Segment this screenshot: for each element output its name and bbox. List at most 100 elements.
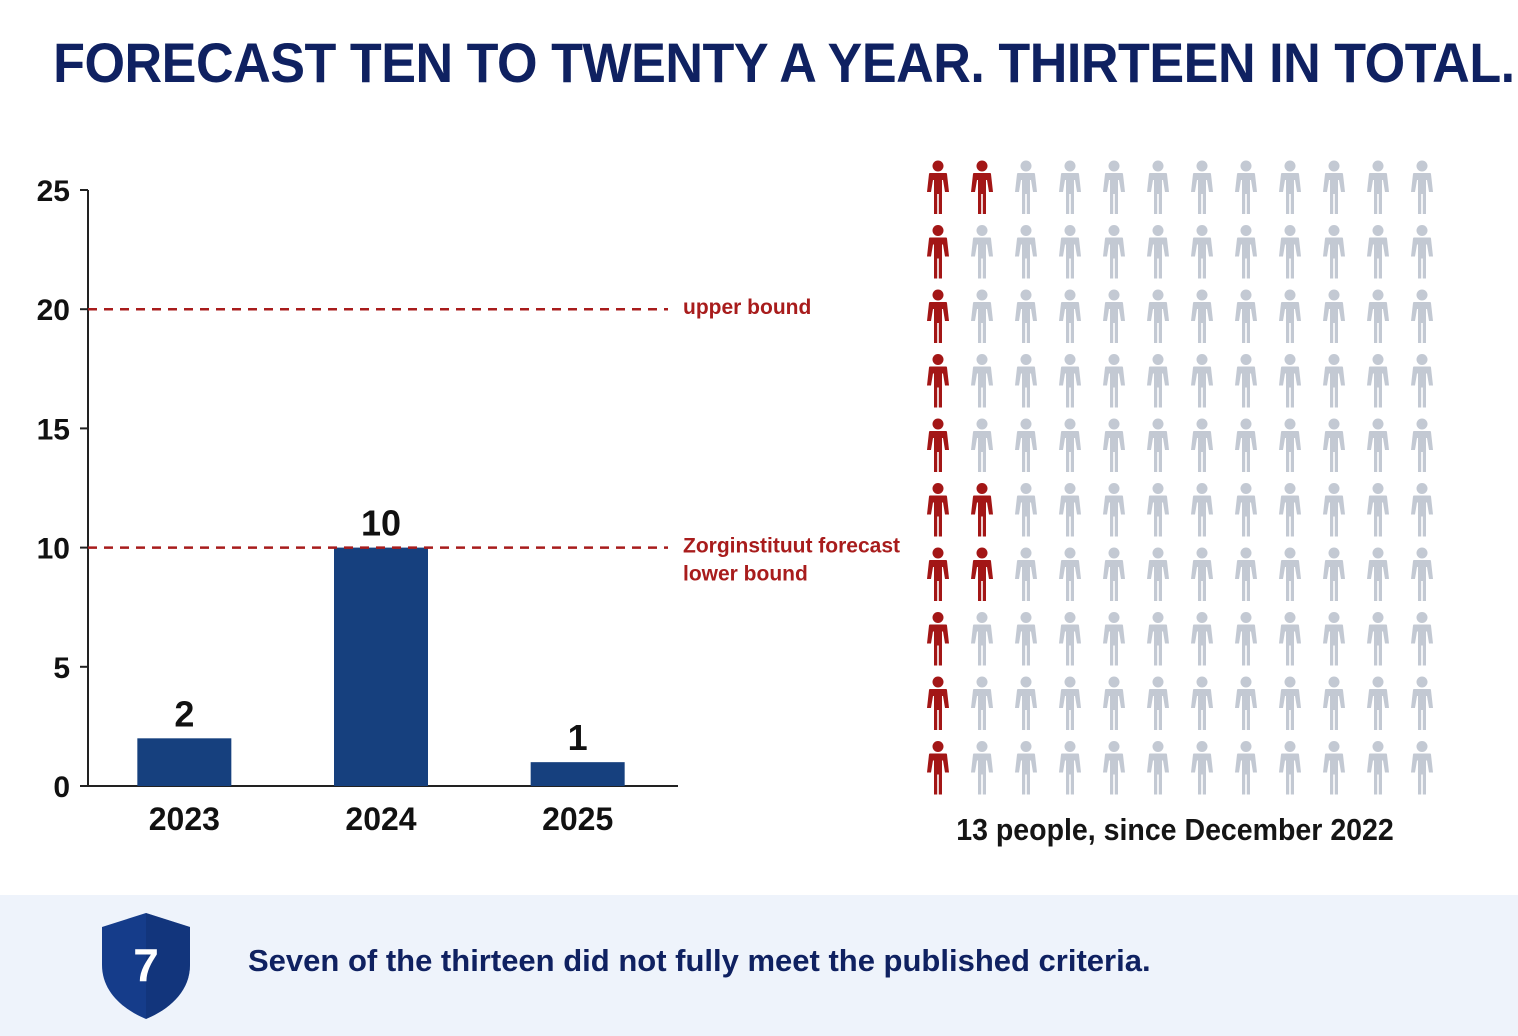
person-icon xyxy=(1191,225,1213,279)
person-icon xyxy=(971,676,993,730)
person-icon xyxy=(1147,160,1169,214)
person-icon xyxy=(971,547,993,601)
person-icon xyxy=(1279,160,1301,214)
person-icon xyxy=(1235,547,1257,601)
person-icon xyxy=(1015,354,1037,408)
person-icon xyxy=(971,354,993,408)
person-icon xyxy=(1015,418,1037,472)
person-icon xyxy=(1235,225,1257,279)
person-icon xyxy=(1323,483,1345,537)
person-icon xyxy=(1191,160,1213,214)
person-icon xyxy=(1015,676,1037,730)
y-tick-label: 25 xyxy=(37,175,70,208)
person-icon xyxy=(1279,676,1301,730)
person-icon xyxy=(1147,225,1169,279)
reference-label: Zorginstituut forecast, lower bound xyxy=(683,535,900,586)
person-icon xyxy=(1411,160,1433,214)
person-icon xyxy=(1367,547,1389,601)
footer-text: Seven of the thirteen did not fully meet… xyxy=(248,943,1151,978)
person-icon xyxy=(1323,418,1345,472)
person-icon xyxy=(1323,354,1345,408)
reference-label: upper bound xyxy=(683,296,811,319)
person-icon xyxy=(1367,160,1389,214)
y-tick-label: 10 xyxy=(37,533,70,566)
person-icon xyxy=(1015,225,1037,279)
person-icon xyxy=(1147,483,1169,537)
person-icon xyxy=(1411,547,1433,601)
person-icon xyxy=(927,354,949,408)
person-icon xyxy=(1323,676,1345,730)
bar-value-label: 10 xyxy=(361,503,401,544)
footer-banner: 7 Seven of the thirteen did not fully me… xyxy=(0,895,1518,1036)
person-icon xyxy=(1059,354,1081,408)
person-icon xyxy=(1367,418,1389,472)
person-icon xyxy=(927,160,949,214)
person-icon xyxy=(1103,547,1125,601)
bar xyxy=(137,738,232,786)
person-icon xyxy=(927,741,949,795)
y-tick-label: 5 xyxy=(53,652,70,685)
person-icon xyxy=(1015,160,1037,214)
person-icon xyxy=(1015,741,1037,795)
person-icon xyxy=(1147,547,1169,601)
person-icon xyxy=(1103,418,1125,472)
x-tick-label: 2025 xyxy=(542,801,613,837)
person-icon xyxy=(1367,354,1389,408)
person-icon xyxy=(1279,225,1301,279)
person-icon xyxy=(1059,612,1081,666)
shield-icon: 7 xyxy=(102,913,190,1019)
bar-value-label: 2 xyxy=(174,693,194,734)
person-icon xyxy=(1059,547,1081,601)
person-icon xyxy=(1367,289,1389,343)
person-icon xyxy=(1411,676,1433,730)
person-icon xyxy=(1411,354,1433,408)
person-icon xyxy=(1323,741,1345,795)
person-icon xyxy=(1103,160,1125,214)
y-tick-label: 0 xyxy=(53,771,70,804)
person-icon xyxy=(1059,160,1081,214)
person-icon xyxy=(971,418,993,472)
badge-number: 7 xyxy=(133,939,159,991)
person-icon xyxy=(927,676,949,730)
person-icon xyxy=(1235,160,1257,214)
person-icon xyxy=(971,741,993,795)
person-icon xyxy=(1367,483,1389,537)
person-icon xyxy=(1279,547,1301,601)
person-icon xyxy=(1103,225,1125,279)
person-icon xyxy=(1103,354,1125,408)
person-icon xyxy=(1147,676,1169,730)
person-icon xyxy=(1059,289,1081,343)
person-icon xyxy=(1147,354,1169,408)
person-icon xyxy=(1235,741,1257,795)
person-icon xyxy=(1059,225,1081,279)
person-icon xyxy=(1235,418,1257,472)
person-icon xyxy=(1367,676,1389,730)
person-icon xyxy=(971,289,993,343)
person-icon xyxy=(1279,354,1301,408)
person-icon xyxy=(1191,676,1213,730)
person-icon xyxy=(1411,289,1433,343)
person-icon xyxy=(1323,547,1345,601)
person-icon xyxy=(1411,418,1433,472)
person-icon xyxy=(1147,612,1169,666)
person-icon xyxy=(1235,676,1257,730)
person-icon xyxy=(1235,354,1257,408)
person-icon xyxy=(1147,741,1169,795)
person-icon xyxy=(1323,225,1345,279)
person-icon xyxy=(1411,612,1433,666)
y-tick-label: 20 xyxy=(37,294,70,327)
person-icon xyxy=(1015,547,1037,601)
person-icon xyxy=(971,160,993,214)
person-icon xyxy=(1103,289,1125,343)
person-icon xyxy=(1147,289,1169,343)
person-icon xyxy=(1059,676,1081,730)
person-icon xyxy=(971,225,993,279)
person-icon xyxy=(1191,289,1213,343)
y-tick-label: 15 xyxy=(37,413,70,446)
person-icon xyxy=(927,418,949,472)
person-icon xyxy=(1323,160,1345,214)
person-icon xyxy=(1059,741,1081,795)
person-icon xyxy=(1279,289,1301,343)
person-icon xyxy=(1103,612,1125,666)
person-icon xyxy=(1279,741,1301,795)
